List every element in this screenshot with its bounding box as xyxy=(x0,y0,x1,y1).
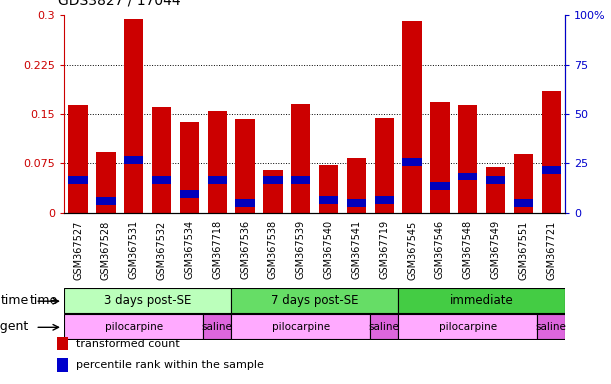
Text: agent: agent xyxy=(0,320,29,333)
Text: saline: saline xyxy=(202,322,233,332)
Text: saline: saline xyxy=(369,322,400,332)
Bar xyxy=(235,119,255,213)
Bar xyxy=(68,176,88,184)
Bar xyxy=(398,314,537,339)
Text: percentile rank within the sample: percentile rank within the sample xyxy=(76,360,264,370)
Bar xyxy=(263,170,283,213)
Text: 7 days post-SE: 7 days post-SE xyxy=(271,294,359,307)
Bar xyxy=(96,152,115,213)
Bar xyxy=(124,19,144,213)
Bar xyxy=(430,102,450,213)
Bar xyxy=(541,91,561,213)
Bar xyxy=(152,176,171,184)
Bar xyxy=(375,195,394,204)
Bar xyxy=(398,288,565,313)
Text: time: time xyxy=(1,294,29,307)
Bar xyxy=(430,182,450,190)
Bar xyxy=(57,337,68,351)
Bar xyxy=(346,158,366,213)
Bar xyxy=(124,156,144,164)
Bar xyxy=(68,106,88,213)
Bar xyxy=(514,199,533,207)
Bar xyxy=(319,195,338,204)
Bar xyxy=(208,176,227,184)
Bar xyxy=(263,176,283,184)
Bar xyxy=(180,190,199,198)
Bar xyxy=(96,197,115,205)
Text: pilocarpine: pilocarpine xyxy=(439,322,497,332)
Bar xyxy=(486,176,505,184)
Bar xyxy=(403,21,422,213)
Bar xyxy=(180,122,199,213)
Bar xyxy=(403,158,422,166)
Bar xyxy=(537,314,565,339)
Bar xyxy=(291,104,310,213)
Bar xyxy=(486,167,505,213)
Bar xyxy=(541,166,561,174)
Bar xyxy=(514,154,533,213)
Bar xyxy=(64,288,231,313)
Bar xyxy=(203,314,231,339)
Bar xyxy=(375,118,394,213)
Bar xyxy=(231,314,370,339)
Bar xyxy=(319,165,338,213)
Bar xyxy=(231,288,398,313)
Bar xyxy=(458,106,478,213)
Bar xyxy=(291,176,310,184)
Bar xyxy=(152,108,171,213)
Text: immediate: immediate xyxy=(450,294,514,307)
Text: saline: saline xyxy=(536,322,566,332)
Text: 3 days post-SE: 3 days post-SE xyxy=(104,294,191,307)
Text: time: time xyxy=(30,294,58,307)
Bar xyxy=(57,358,68,372)
Text: transformed count: transformed count xyxy=(76,339,180,349)
Bar xyxy=(458,172,478,180)
Bar xyxy=(346,199,366,207)
Bar xyxy=(64,314,203,339)
Bar xyxy=(208,111,227,213)
Text: GDS3827 / 17044: GDS3827 / 17044 xyxy=(58,0,181,8)
Text: pilocarpine: pilocarpine xyxy=(272,322,330,332)
Text: pilocarpine: pilocarpine xyxy=(104,322,163,332)
Bar xyxy=(235,199,255,207)
Bar xyxy=(370,314,398,339)
